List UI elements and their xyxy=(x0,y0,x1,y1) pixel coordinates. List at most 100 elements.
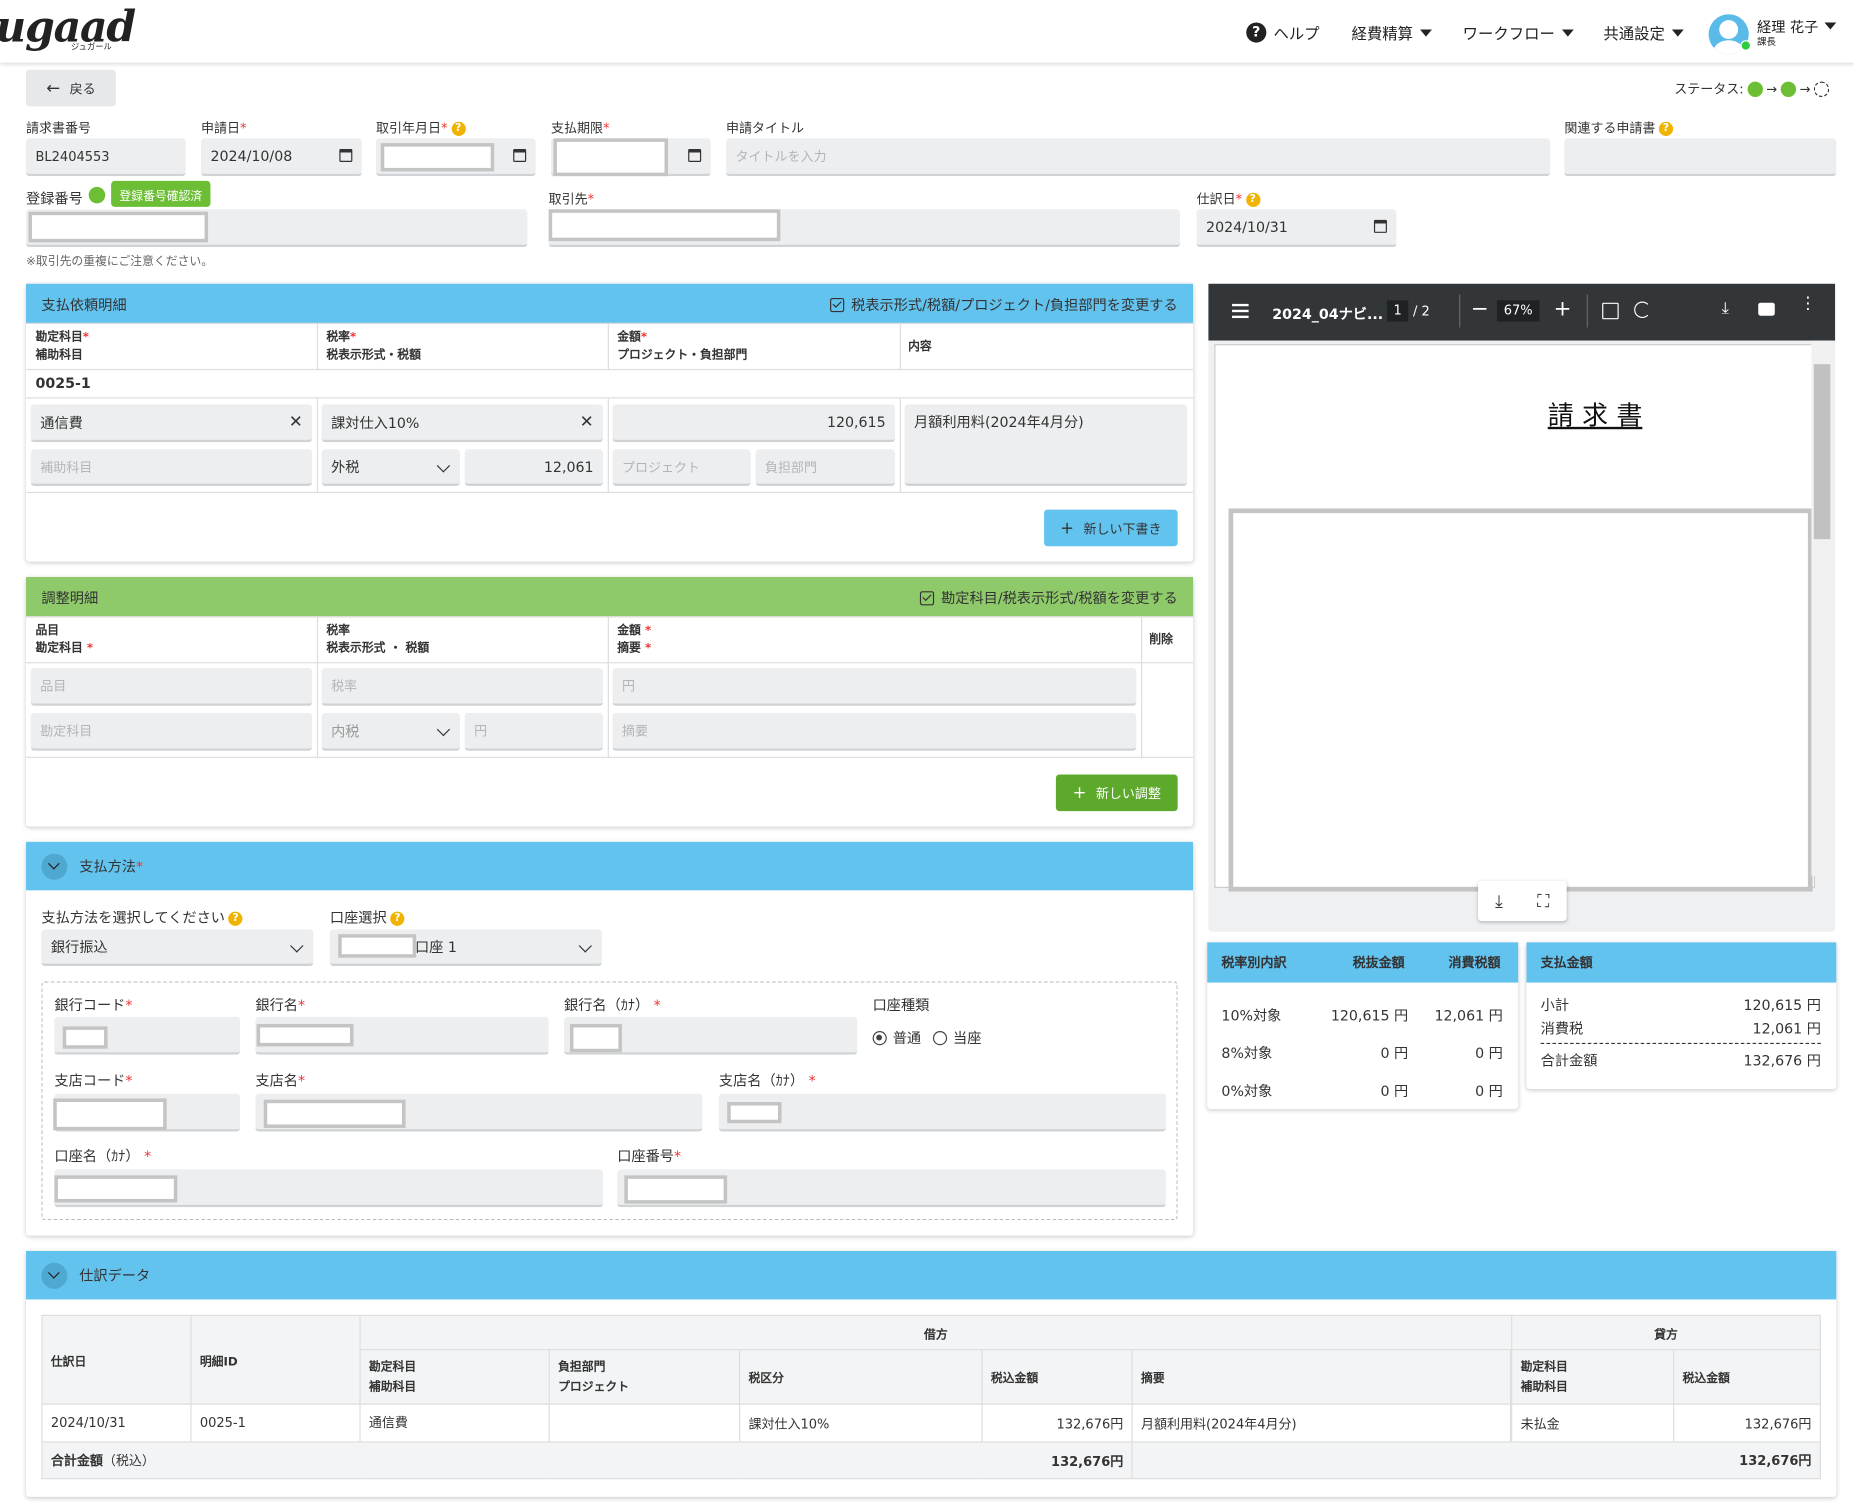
pdf-page-input[interactable]: 1 xyxy=(1386,300,1409,322)
help-icon[interactable]: ? xyxy=(1245,192,1260,207)
radio-ordinary[interactable] xyxy=(872,1030,887,1045)
divider xyxy=(899,398,901,494)
checkbox-icon[interactable] xyxy=(919,591,934,606)
app-logo[interactable]: ugaad xyxy=(0,2,136,53)
reg-verified-badge: 登録番号確認済 xyxy=(111,180,211,207)
zoom-level[interactable]: 67% xyxy=(1496,300,1540,322)
calendar-icon[interactable] xyxy=(688,148,702,162)
account-select[interactable]: 通信費 ✕ xyxy=(30,404,313,443)
related-app-field[interactable] xyxy=(1564,138,1837,177)
calendar-icon[interactable] xyxy=(339,148,353,162)
amount-input[interactable]: 120,615 xyxy=(612,404,896,443)
help-icon[interactable]: ? xyxy=(390,911,405,926)
th-memo: 摘要 xyxy=(1131,1349,1512,1405)
payment-detail-toggle-label: 税表示形式/税額/プロジェクト/負担部門を変更する xyxy=(851,296,1178,313)
th-cr-account: 勘定科目 補助科目 xyxy=(1511,1349,1675,1405)
payment-detail-toggle[interactable]: 税表示形式/税額/プロジェクト/負担部門を変更する xyxy=(829,294,1178,314)
current-label: 当座 xyxy=(953,1029,982,1047)
user-avatar[interactable] xyxy=(1708,14,1749,55)
redacted-block xyxy=(54,1175,178,1203)
account-value: 通信費 xyxy=(40,414,83,431)
adjustment-toggle[interactable]: 勘定科目/税表示形式/税額を変更する xyxy=(919,587,1178,607)
adj-account-select[interactable]: 勘定科目 xyxy=(30,712,313,751)
sub-account-placeholder: 補助科目 xyxy=(40,459,93,475)
tax-rate-select[interactable]: 課対仕入10% ✕ xyxy=(321,404,604,443)
more-vert-icon[interactable]: ⋮ xyxy=(1799,294,1817,314)
branch-code-label: 支店コード* xyxy=(54,1072,133,1089)
payment-method-header[interactable]: 支払方法 * xyxy=(26,841,1194,891)
help-link[interactable]: ? ヘルプ xyxy=(1246,21,1320,44)
col-amount-header: 金額* プロジェクト・負担部門 xyxy=(617,331,748,362)
radio-current[interactable] xyxy=(932,1030,948,1045)
journal-date-label: 仕訳日*? xyxy=(1197,189,1260,208)
subtotal-row: 小計 120,615 円 xyxy=(1540,996,1821,1014)
rotate-icon[interactable] xyxy=(1634,301,1651,319)
th-debit: 借方 xyxy=(359,1314,1513,1351)
dept-select[interactable]: 負担部門 xyxy=(755,449,896,486)
nav-expense-label: 経費精算 xyxy=(1351,26,1413,44)
adj-amount-input[interactable]: 円 xyxy=(612,668,1137,706)
app-header: ugaad ジュガール ? ヘルプ 経費精算 ワークフロー 共通設定 経理 花子… xyxy=(0,0,1854,63)
user-menu-chevron-icon[interactable] xyxy=(1824,22,1837,30)
account-type-label: 口座種類 xyxy=(872,996,930,1014)
clear-icon[interactable]: ✕ xyxy=(288,412,303,432)
nav-settings-menu[interactable]: 共通設定 xyxy=(1603,21,1684,44)
apply-date-field[interactable]: 2024/10/08 xyxy=(201,138,362,177)
zoom-out-icon[interactable]: − xyxy=(1470,296,1489,322)
branch-kana-field[interactable] xyxy=(718,1093,1166,1132)
collapse-chevron-icon[interactable] xyxy=(41,853,68,880)
reg-no-label: 登録番号 xyxy=(26,190,83,207)
tax-amount-input[interactable]: 12,061 xyxy=(464,449,604,486)
duplicate-note: ※取引先の重複にご注意ください。 xyxy=(26,255,214,269)
tax-row: 10%対象 120,615 円 12,061 円 xyxy=(1221,1007,1503,1024)
adj-tax-amount-input[interactable]: 円 xyxy=(464,712,604,751)
clear-icon[interactable]: ✕ xyxy=(579,412,594,432)
redacted-block xyxy=(548,209,781,242)
help-icon[interactable]: ? xyxy=(451,121,466,136)
adjustment-toggle-label: 勘定科目/税表示形式/税額を変更する xyxy=(941,589,1178,606)
project-select[interactable]: プロジェクト xyxy=(612,449,751,486)
pdf-page-count: / 2 xyxy=(1412,303,1430,320)
nav-workflow-menu[interactable]: ワークフロー xyxy=(1463,21,1574,44)
fit-page-icon[interactable] xyxy=(1602,302,1619,320)
pdf-scroll-thumb[interactable] xyxy=(1813,364,1831,540)
calendar-icon[interactable] xyxy=(513,148,527,162)
journal-date-field[interactable]: 2024/10/31 xyxy=(1196,209,1397,248)
divider xyxy=(26,368,1194,371)
checkbox-icon[interactable] xyxy=(829,297,845,313)
bank-account-value: 口座 1 xyxy=(415,938,457,956)
arrow-left-icon: ← xyxy=(46,78,61,98)
adj-tax-format-select[interactable]: 内税 xyxy=(321,712,460,751)
bank-kana-label: 銀行名（ｶﾅ） * xyxy=(564,996,661,1014)
menu-icon[interactable] xyxy=(1232,303,1249,307)
new-adjustment-button[interactable]: + 新しい調整 xyxy=(1055,774,1178,812)
help-icon[interactable]: ? xyxy=(228,911,243,926)
help-icon[interactable]: ? xyxy=(1658,121,1674,136)
sub-account-select[interactable]: 補助科目 xyxy=(30,449,313,486)
journal-header[interactable]: 仕訳データ xyxy=(26,1250,1837,1300)
pdf-toolbar: 2024_04ナビ... 1 / 2 − 67% + ⤓ ⋮ xyxy=(1208,283,1836,341)
pdf-scrollbar[interactable] xyxy=(1811,340,1833,877)
adjustment-panel: 調整明細 勘定科目/税表示形式/税額を変更する 品目 勘定科目 * 税率 税表示形式… xyxy=(26,577,1194,827)
total-row: 合計金額 132,676 円 xyxy=(1540,1052,1821,1069)
adj-rate-select[interactable]: 税率 xyxy=(321,668,604,706)
title-input[interactable]: タイトルを入力 xyxy=(725,138,1551,177)
download-icon[interactable]: ⤓ xyxy=(1495,890,1503,912)
item-input[interactable]: 品目 xyxy=(30,668,313,706)
collapse-chevron-icon[interactable] xyxy=(41,1262,68,1289)
print-icon[interactable] xyxy=(1758,302,1775,316)
fullscreen-icon[interactable]: ⛶ xyxy=(1537,890,1550,912)
new-draft-button[interactable]: + 新しい下書き xyxy=(1044,509,1178,547)
calendar-icon[interactable] xyxy=(1373,219,1387,233)
zoom-in-icon[interactable]: + xyxy=(1553,296,1572,322)
content-textarea[interactable]: 月額利用料(2024年4月分) xyxy=(904,404,1188,486)
nav-expense-menu[interactable]: 経費精算 xyxy=(1351,21,1432,44)
payment-method-select[interactable]: 銀行振込 xyxy=(41,929,314,967)
back-button[interactable]: ← 戻る xyxy=(26,69,116,107)
chevron-down-icon xyxy=(290,938,304,953)
cell-cr-account: 未払金 xyxy=(1511,1403,1675,1443)
tax-format-select[interactable]: 外税 xyxy=(321,449,460,486)
user-name[interactable]: 経理 花子 xyxy=(1757,18,1819,36)
download-icon[interactable]: ⤓ xyxy=(1721,299,1729,319)
adj-memo-input[interactable]: 摘要 xyxy=(612,712,1137,751)
